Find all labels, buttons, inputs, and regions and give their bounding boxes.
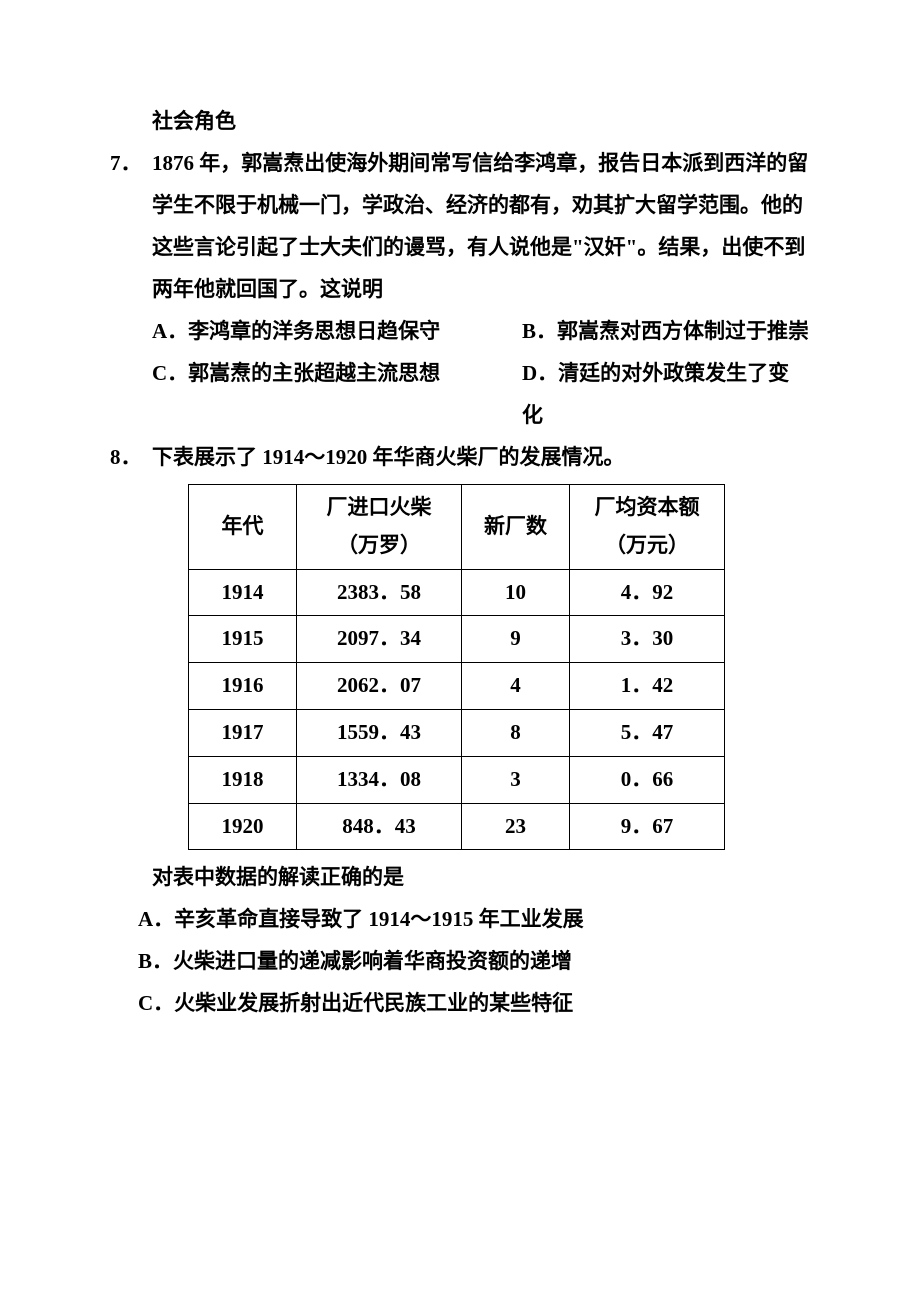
cell-import: 1334．08 (297, 756, 462, 803)
q7-number: 7． (110, 142, 152, 310)
cell-import: 2383．58 (297, 569, 462, 616)
cell-cap: 0．66 (570, 756, 725, 803)
q7-option-d: D．清廷的对外政策发生了变化 (522, 352, 810, 436)
q7-options-row1: A．李鸿章的洋务思想日趋保守 B．郭嵩焘对西方体制过于推崇 (110, 310, 810, 352)
question-8: 8． 下表展示了 1914～1920 年华商火柴厂的发展情况。 (110, 436, 810, 478)
cell-cap: 9．67 (570, 803, 725, 850)
q7-stem: 1876 年，郭嵩焘出使海外期间常写信给李鸿章，报告日本派到西洋的留学生不限于机… (152, 142, 810, 310)
th-capital: 厂均资本额 （万元） (570, 485, 725, 570)
th-import-l2: （万罗） (337, 533, 421, 557)
cell-import: 848．43 (297, 803, 462, 850)
q7-option-a: A．李鸿章的洋务思想日趋保守 (152, 310, 522, 352)
th-year: 年代 (189, 485, 297, 570)
cell-year: 1918 (189, 756, 297, 803)
cell-cap: 4．92 (570, 569, 725, 616)
cell-new: 8 (462, 709, 570, 756)
th-new: 新厂数 (462, 485, 570, 570)
q7-option-b: B．郭嵩焘对西方体制过于推崇 (522, 310, 810, 352)
table-row: 1915 2097．34 9 3．30 (189, 616, 725, 663)
q8-mid: 对表中数据的解读正确的是 (110, 856, 810, 898)
table-row: 1920 848．43 23 9．67 (189, 803, 725, 850)
q7-option-c: C．郭嵩焘的主张超越主流思想 (152, 352, 522, 436)
cell-cap: 1．42 (570, 663, 725, 710)
cell-new: 4 (462, 663, 570, 710)
table-header-row: 年代 厂进口火柴 （万罗） 新厂数 厂均资本额 （万元） (189, 485, 725, 570)
cell-new: 3 (462, 756, 570, 803)
table-row: 1916 2062．07 4 1．42 (189, 663, 725, 710)
q8-stem: 下表展示了 1914～1920 年华商火柴厂的发展情况。 (152, 436, 810, 478)
cell-import: 1559．43 (297, 709, 462, 756)
q7-options-row2: C．郭嵩焘的主张超越主流思想 D．清廷的对外政策发生了变化 (110, 352, 810, 436)
cell-year: 1920 (189, 803, 297, 850)
cell-year: 1916 (189, 663, 297, 710)
cell-cap: 5．47 (570, 709, 725, 756)
q8-option-a: A．辛亥革命直接导致了 1914～1915 年工业发展 (110, 898, 810, 940)
q8-option-c: C．火柴业发展折射出近代民族工业的某些特征 (110, 982, 810, 1024)
th-cap-l1: 厂均资本额 (595, 495, 700, 519)
cell-new: 10 (462, 569, 570, 616)
table-row: 1914 2383．58 10 4．92 (189, 569, 725, 616)
table-row: 1918 1334．08 3 0．66 (189, 756, 725, 803)
th-import-l1: 厂进口火柴 (327, 495, 432, 519)
table-row: 1917 1559．43 8 5．47 (189, 709, 725, 756)
q8-option-b: B．火柴进口量的递减影响着华商投资额的递增 (110, 940, 810, 982)
th-cap-l2: （万元） (605, 533, 689, 557)
fragment-line: 社会角色 (110, 100, 810, 142)
cell-import: 2097．34 (297, 616, 462, 663)
cell-new: 23 (462, 803, 570, 850)
cell-year: 1915 (189, 616, 297, 663)
q8-table: 年代 厂进口火柴 （万罗） 新厂数 厂均资本额 （万元） 1914 2383．5… (188, 484, 725, 850)
q8-number: 8． (110, 436, 152, 478)
cell-year: 1914 (189, 569, 297, 616)
cell-year: 1917 (189, 709, 297, 756)
cell-new: 9 (462, 616, 570, 663)
th-import: 厂进口火柴 （万罗） (297, 485, 462, 570)
question-7: 7． 1876 年，郭嵩焘出使海外期间常写信给李鸿章，报告日本派到西洋的留学生不… (110, 142, 810, 310)
cell-import: 2062．07 (297, 663, 462, 710)
cell-cap: 3．30 (570, 616, 725, 663)
